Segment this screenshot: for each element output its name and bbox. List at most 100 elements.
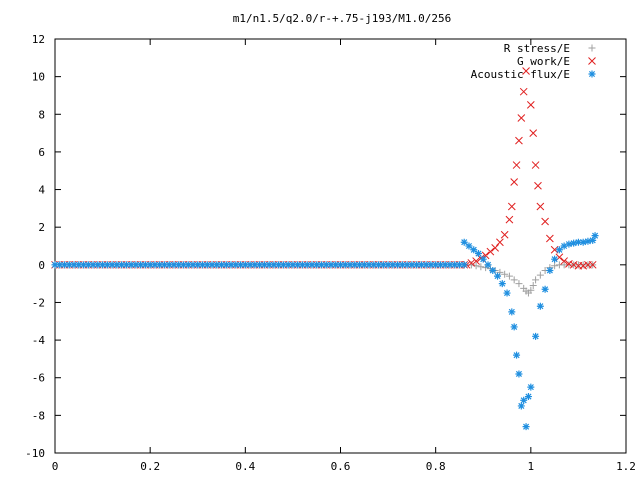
data-point [526,101,535,109]
data-point [522,67,530,75]
data-point [532,332,540,340]
data-point [265,261,273,269]
y-tick-label: 8 [38,108,45,121]
data-point [51,261,59,269]
data-point [507,202,516,211]
data-point [313,261,321,269]
data-point [256,261,264,269]
x-tick-label: 0.8 [426,460,446,473]
data-point [213,261,221,269]
x-tick-label: 1 [528,460,535,473]
data-point [175,261,183,269]
data-point [532,276,540,284]
data-point [565,240,573,248]
data-point [491,244,499,252]
data-point [94,261,102,269]
legend-marker [588,57,596,65]
data-point [501,270,509,278]
data-point [137,261,145,269]
data-point [512,161,521,169]
data-point [99,261,107,269]
data-point [527,383,535,391]
legend-marker [588,44,596,52]
data-point [241,261,249,269]
legend-label: Acoustic flux/E [471,68,570,81]
data-point [308,261,316,269]
y-tick-label: -4 [32,334,46,347]
data-point [520,396,528,404]
data-point [551,255,559,263]
data-point [375,261,383,269]
data-point [519,87,528,96]
data-point [570,239,578,247]
series-layer [51,67,599,431]
series-2 [51,67,597,270]
y-tick-label: 0 [38,259,45,272]
data-point [156,261,164,269]
data-point [474,250,482,258]
data-point [546,234,554,243]
y-tick-label: -2 [32,296,45,309]
legend-label: R stress/E [504,42,570,55]
data-point [531,161,540,169]
series-3 [51,232,599,431]
data-point [89,261,97,269]
data-point [496,238,504,247]
data-point [479,255,487,263]
data-point [503,289,511,297]
y-tick-label: 12 [32,33,45,46]
data-point [218,261,226,269]
data-point [141,261,149,269]
data-point [389,261,397,269]
data-point [146,261,154,269]
axes: 0 0.2 0.4 0.6 0.8 1 1.2 -10 -8 -6 -4 -2 0 2 4 6 8 10 12 [25,33,636,473]
data-point [132,261,140,269]
data-point [270,261,278,269]
data-point [227,261,235,269]
data-point [356,261,364,269]
data-point [298,261,306,269]
data-point [591,232,599,240]
data-point [510,276,518,284]
data-point [515,136,523,145]
data-point [560,257,568,265]
data-point [484,261,492,269]
data-point [179,261,187,269]
data-point [460,238,468,246]
x-tick-label: 0 [52,460,59,473]
data-point [413,261,421,269]
data-point [199,261,207,269]
data-point [441,261,449,269]
data-point [303,261,311,269]
data-point [422,261,430,269]
data-point [61,261,69,269]
data-point [505,272,513,280]
data-point [589,236,597,244]
data-point [84,261,92,269]
data-point [398,261,406,269]
data-point [327,261,335,269]
data-point [365,261,373,269]
data-point [541,217,549,226]
data-point [122,261,130,269]
data-point [467,259,476,267]
data-point [360,261,368,269]
data-point [451,261,459,269]
data-point [472,257,480,265]
data-point [165,261,173,269]
data-point [555,246,563,254]
data-point [522,423,530,431]
data-point [237,261,245,269]
data-point [524,393,532,401]
x-tick-label: 1.2 [616,460,636,473]
data-point [536,202,545,211]
data-point [515,280,523,288]
data-point [370,261,378,269]
x-tick-label: 0.2 [140,460,160,473]
data-point [541,285,549,293]
x-tick-label: 0.6 [331,460,351,473]
data-point [189,261,197,269]
data-point [337,261,344,269]
data-point [275,261,283,269]
data-point [588,260,597,269]
